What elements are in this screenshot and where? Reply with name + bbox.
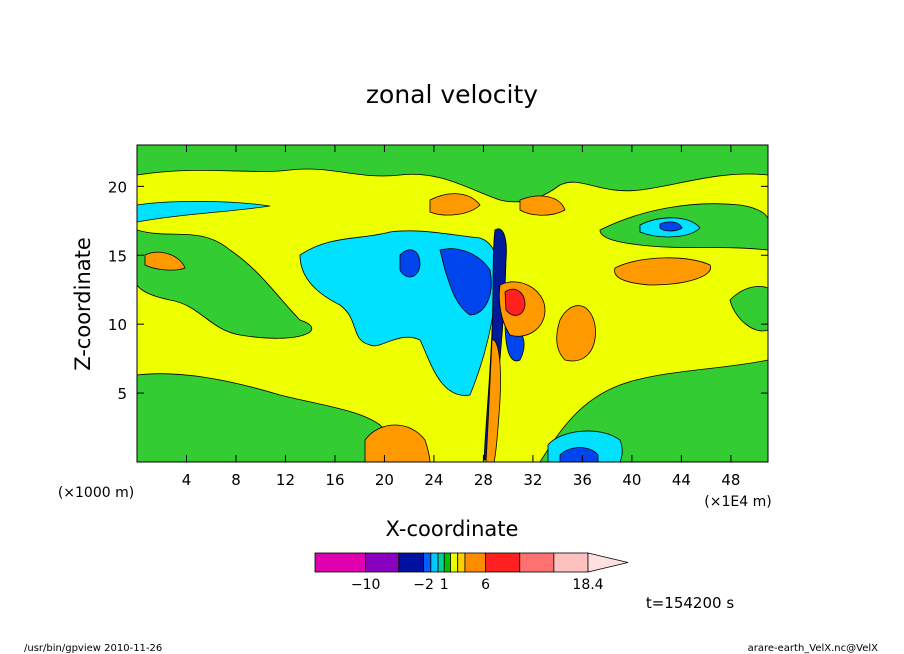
colorbar-segment <box>423 552 432 573</box>
colorbar-segment <box>464 552 487 573</box>
x-tick-label: 28 <box>474 471 493 489</box>
colorbar-segment <box>553 552 589 573</box>
colorbar-segment <box>314 552 367 573</box>
colorbar-segment <box>519 552 555 573</box>
x-tick-label: 4 <box>182 471 192 489</box>
contour-orange-left <box>144 251 186 271</box>
colorbar-label: 18.4 <box>572 577 603 593</box>
colorbar-segment <box>485 552 521 573</box>
contour-core-streak <box>485 339 501 462</box>
colorbar-label: −2 <box>413 577 434 593</box>
x-axis-title: X-coordinate <box>386 517 519 541</box>
contour-orange-mid <box>556 305 596 362</box>
contour-cyan-topleft <box>137 200 271 223</box>
x-unit-label: (×1E4 m) <box>704 494 771 510</box>
footer-left: /usr/bin/gpview 2010-11-26 <box>24 643 162 654</box>
colorbar-labels: −10 −2 1 6 18.4 <box>351 577 604 593</box>
colorbar-label: 6 <box>481 577 490 593</box>
plot-area <box>136 144 769 463</box>
y-axis-ticks: 5 10 15 20 <box>108 178 768 403</box>
y-tick-label: 15 <box>108 247 127 265</box>
x-axis-ticks: 4 8 12 16 20 24 28 32 36 40 44 48 <box>182 145 740 489</box>
colorbar-segment <box>437 552 445 573</box>
colorbar-label: 1 <box>440 577 449 593</box>
y-tick-label: 5 <box>117 385 127 403</box>
contour-green-right-mid <box>729 286 768 332</box>
colorbar-segment <box>398 552 424 573</box>
x-tick-label: 36 <box>573 471 592 489</box>
colorbar-segment <box>457 552 466 573</box>
x-tick-label: 12 <box>276 471 295 489</box>
contour-orange-upper <box>429 193 566 216</box>
time-label: t=154200 s <box>646 594 734 612</box>
colorbar-segment <box>365 552 400 573</box>
plot-frame <box>136 144 769 463</box>
colorbar <box>314 552 629 573</box>
contour-green-left <box>137 229 313 339</box>
x-tick-label: 16 <box>325 471 344 489</box>
y-tick-label: 20 <box>108 178 127 196</box>
x-tick-label: 24 <box>424 471 443 489</box>
contour-blue-main <box>399 248 492 316</box>
footer-right: arare-earth_VelX.nc@VelX <box>748 643 879 654</box>
y-axis-title: Z-coordinate <box>71 237 95 371</box>
x-tick-label: 48 <box>721 471 740 489</box>
chart-title: zonal velocity <box>366 80 538 109</box>
contour-red-core <box>504 288 526 316</box>
contour-orange-right <box>614 257 711 286</box>
x-tick-label: 40 <box>622 471 641 489</box>
x-tick-label: 32 <box>523 471 542 489</box>
x-tick-label: 44 <box>672 471 691 489</box>
colorbar-segment <box>430 552 439 573</box>
contour-blue-right <box>659 221 683 232</box>
colorbar-label: −10 <box>351 577 381 593</box>
contour-green-top <box>137 145 768 203</box>
x-tick-label: 8 <box>231 471 241 489</box>
y-unit-label: (×1000 m) <box>58 485 134 501</box>
x-tick-label: 20 <box>375 471 394 489</box>
y-tick-label: 10 <box>108 316 127 334</box>
colorbar-segment <box>443 552 451 573</box>
colorbar-segment <box>450 552 459 573</box>
contour-blue-bottom <box>559 447 599 462</box>
colorbar-arrow <box>587 552 629 573</box>
